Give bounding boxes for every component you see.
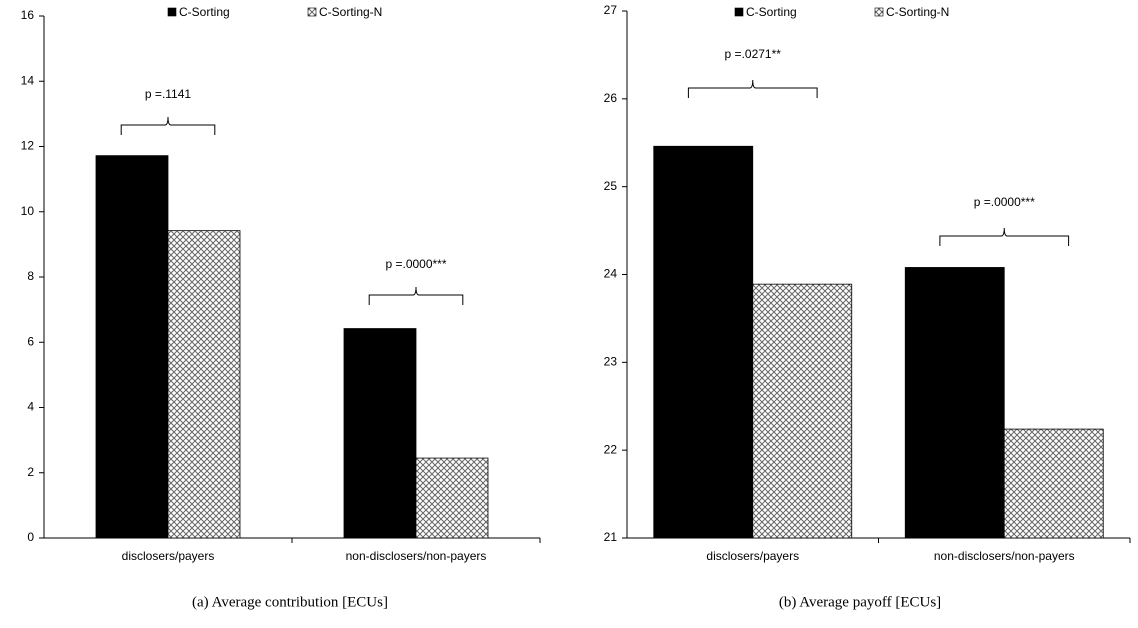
brace: [368, 286, 464, 305]
bar: [752, 283, 853, 539]
y-tick-label: 14: [21, 73, 35, 87]
bar: [415, 457, 489, 539]
y-tick-label: 0: [27, 530, 34, 544]
legend-label: C-Sorting-N: [886, 5, 949, 19]
y-tick-label: 22: [604, 442, 618, 456]
annotation: p =.0000***: [385, 257, 446, 271]
x-tick-label: disclosers/payers: [706, 549, 799, 563]
legend-swatch: [734, 7, 744, 17]
y-tick-label: 24: [604, 267, 618, 281]
x-tick-label: disclosers/payers: [122, 549, 215, 563]
annotation: p =.0271**: [725, 47, 782, 61]
y-tick-label: 4: [27, 400, 34, 414]
legend-label: C-Sorting: [746, 5, 797, 19]
y-tick-label: 6: [27, 334, 34, 348]
legend-swatch: [167, 7, 177, 17]
y-tick-label: 25: [604, 179, 618, 193]
brace: [939, 227, 1070, 246]
x-tick-label: non-disclosers/non-payers: [346, 549, 487, 563]
annotation: p =.0000***: [974, 195, 1035, 209]
legend-label: C-Sorting-N: [319, 5, 382, 19]
y-tick-label: 8: [27, 269, 34, 283]
bar: [95, 155, 169, 539]
bar: [904, 267, 1005, 539]
y-tick-label: 21: [604, 530, 618, 544]
y-tick-label: 27: [604, 3, 618, 17]
brace: [120, 116, 216, 135]
y-tick-label: 16: [21, 8, 35, 22]
y-tick-label: 26: [604, 91, 618, 105]
x-tick-label: non-disclosers/non-payers: [934, 549, 1075, 563]
brace: [687, 79, 818, 98]
legend-swatch: [307, 7, 317, 17]
bar: [1003, 428, 1104, 539]
annotation: p =.1141: [145, 87, 191, 101]
caption: (b) Average payoff [ECUs]: [779, 594, 941, 610]
y-tick-label: 10: [21, 204, 35, 218]
caption: (a) Average contribution [ECUs]: [192, 594, 388, 610]
legend-swatch: [874, 7, 884, 17]
bar: [653, 145, 754, 539]
y-tick-label: 2: [27, 465, 34, 479]
y-tick-label: 12: [21, 139, 35, 153]
y-tick-label: 23: [604, 355, 618, 369]
bar: [167, 230, 241, 539]
bar: [343, 328, 417, 539]
legend-label: C-Sorting: [179, 5, 230, 19]
